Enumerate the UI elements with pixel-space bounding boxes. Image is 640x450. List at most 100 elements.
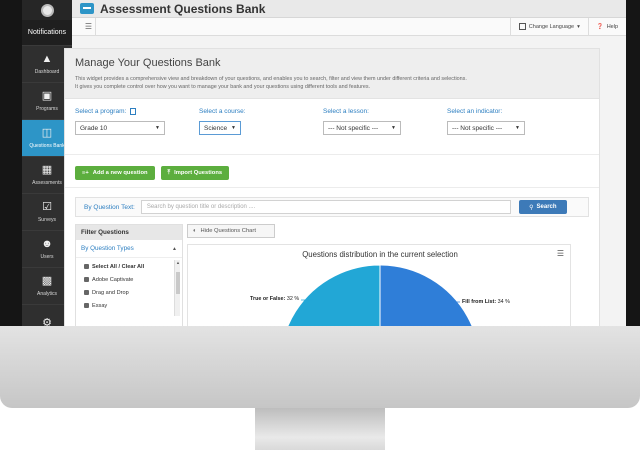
- import-icon: ⤒: [167, 169, 171, 176]
- panel-description: This widget provides a comprehensive vie…: [75, 75, 589, 91]
- chevron-down-icon: ▾: [577, 23, 580, 30]
- indicator-select[interactable]: --- Not specific --- ▼: [447, 121, 525, 135]
- pie-slice-true-false[interactable]: [280, 264, 381, 326]
- help-button[interactable]: ❓ Help: [587, 17, 626, 36]
- filter-item-label: Essay: [92, 302, 108, 309]
- pie-chart: Questions distribution in the current se…: [187, 244, 571, 326]
- sidebar-item-label: Users: [40, 254, 54, 260]
- panel-title: Manage Your Questions Bank: [75, 57, 221, 69]
- slice-value: 32 %: [286, 296, 300, 302]
- change-language-dropdown[interactable]: Change Language ▾: [509, 17, 588, 36]
- filter-item-label: Drag and Drop: [92, 289, 129, 296]
- question-types-toggle[interactable]: By Question Types ▲: [76, 240, 182, 258]
- page-title: Assessment Questions Bank: [100, 1, 266, 16]
- indicator-label: Select an indicator:: [447, 108, 503, 115]
- import-questions-button[interactable]: ⤒ Import Questions: [160, 166, 230, 180]
- panel-header: Manage Your Questions Bank This widget p…: [65, 49, 599, 99]
- question-types-label: By Question Types: [81, 245, 134, 252]
- panel-description-line: It gives you complete control over how y…: [75, 84, 371, 90]
- sidebar-item-label: Surveys: [37, 217, 57, 223]
- menu-toggle-icon[interactable]: ☰: [82, 17, 96, 36]
- pie-chart-svg: [280, 264, 480, 326]
- pie-slice-fill-from-list[interactable]: [379, 264, 480, 326]
- selection-row: Select a program: Grade 10 ▼ Select a cou…: [65, 99, 599, 155]
- monitor-stand: [255, 408, 385, 450]
- course-select[interactable]: Science ▼: [199, 121, 241, 135]
- scroll-up-icon: ▲: [176, 260, 180, 265]
- search-label: By Question Text:: [84, 203, 135, 211]
- sidebar-item-assessments[interactable]: ▦ Assessments: [22, 157, 72, 194]
- search-icon: ⚲: [529, 204, 534, 211]
- lesson-value: --- Not specific ---: [328, 124, 379, 132]
- slice-label-fill-from-list: Fill from List: 34 %: [462, 299, 510, 305]
- monitor-frame: Notifications ▲ Dashboard ▣ Programs ◫ Q…: [0, 0, 640, 408]
- filter-checkbox-item[interactable]: Essay: [84, 299, 182, 312]
- add-question-button[interactable]: ≡+ Add a new question: [75, 166, 155, 180]
- notifications-button[interactable]: Notifications: [22, 20, 72, 46]
- panel-description-line: This widget provides a comprehensive vie…: [75, 76, 467, 82]
- search-input[interactable]: Search by question title or description …: [140, 200, 511, 214]
- change-language-label: Change Language: [528, 23, 575, 30]
- sidebar-item-programs[interactable]: ▣ Programs: [22, 83, 72, 120]
- filter-checkbox-item[interactable]: Drag and Drop: [84, 286, 182, 299]
- action-buttons: ≡+ Add a new question ⤒ Import Questions: [65, 155, 599, 188]
- help-label: Help: [606, 23, 618, 30]
- lower-section: Filter Questions By Question Types ▲ Sel…: [75, 224, 591, 326]
- lesson-label: Select a lesson:: [323, 108, 369, 115]
- program-label: Select a program:: [75, 108, 127, 115]
- sidebar-item-users[interactable]: ☻ Users: [22, 231, 72, 268]
- indicator-value: --- Not specific ---: [452, 124, 503, 132]
- chevron-down-icon: ▼: [231, 125, 236, 131]
- slice-label-true-false: True or False: 32 %: [250, 296, 299, 302]
- filter-scrollbar[interactable]: ▲: [174, 260, 180, 316]
- app-logo[interactable]: [22, 0, 72, 20]
- hide-chart-button[interactable]: ◐ Hide Questions Chart: [187, 224, 275, 238]
- search-button[interactable]: ⚲ Search: [518, 200, 567, 214]
- sidebar-item-questions-bank[interactable]: ◫ Questions Bank: [22, 120, 72, 157]
- check-icon: ☑: [42, 201, 52, 213]
- scrollbar-thumb[interactable]: [176, 272, 180, 294]
- filter-checkbox-item[interactable]: Adobe Captivate: [84, 273, 182, 286]
- chart-icon: ▩: [41, 275, 53, 287]
- gear-icon: ⚙: [42, 317, 52, 326]
- notifications-label: Notifications: [27, 29, 67, 36]
- lesson-select[interactable]: --- Not specific --- ▼: [323, 121, 401, 135]
- slice-value: 34 %: [497, 299, 510, 305]
- program-selector: Select a program: Grade 10 ▼: [75, 108, 199, 154]
- filter-panel: Filter Questions By Question Types ▲ Sel…: [75, 224, 183, 326]
- add-question-label: Add a new question: [92, 170, 148, 176]
- slice-name: True or False:: [250, 296, 286, 302]
- hide-chart-label: Hide Questions Chart: [200, 228, 256, 234]
- filter-item-label: Adobe Captivate: [92, 276, 134, 283]
- chart-menu-icon[interactable]: ☰: [556, 249, 564, 258]
- contrast-icon: ◐: [193, 228, 197, 234]
- checkbox-icon: [84, 264, 89, 269]
- sidebar-item-settings[interactable]: ⚙: [22, 305, 72, 326]
- sidebar-item-label: Assessments: [32, 180, 62, 186]
- bank-icon: ◫: [41, 127, 53, 139]
- checkbox-icon: [84, 277, 89, 282]
- search-row: By Question Text: Search by question tit…: [75, 197, 589, 217]
- sidebar-item-label: Dashboard: [34, 69, 60, 75]
- assessment-icon: ▦: [41, 164, 53, 176]
- course-selector: Select a course: Science ▼: [199, 108, 323, 154]
- sidebar-item-dashboard[interactable]: ▲ Dashboard: [22, 46, 72, 83]
- logo-icon: [40, 3, 54, 17]
- sidebar-item-surveys[interactable]: ☑ Surveys: [22, 194, 72, 231]
- checkbox-icon: [84, 303, 89, 308]
- leader-line-true-false: [301, 299, 321, 310]
- sidebar-item-label: Programs: [36, 106, 58, 112]
- program-value: Grade 10: [80, 124, 108, 132]
- users-icon: ☻: [41, 238, 53, 250]
- search-button-label: Search: [536, 204, 557, 210]
- sidebar-item-label: Analytics: [36, 291, 57, 297]
- document-icon[interactable]: [130, 108, 137, 115]
- program-select[interactable]: Grade 10 ▼: [75, 121, 165, 135]
- course-label: Select a course:: [199, 108, 246, 115]
- sidebar-item-analytics[interactable]: ▩ Analytics: [22, 268, 72, 305]
- filter-item-label: Select All / Clear All: [92, 263, 145, 270]
- import-questions-label: Import Questions: [174, 170, 223, 176]
- app-screen: Notifications ▲ Dashboard ▣ Programs ◫ Q…: [22, 0, 626, 326]
- filter-checkbox-select-all[interactable]: Select All / Clear All: [84, 260, 182, 273]
- add-question-icon: ≡+: [82, 170, 89, 176]
